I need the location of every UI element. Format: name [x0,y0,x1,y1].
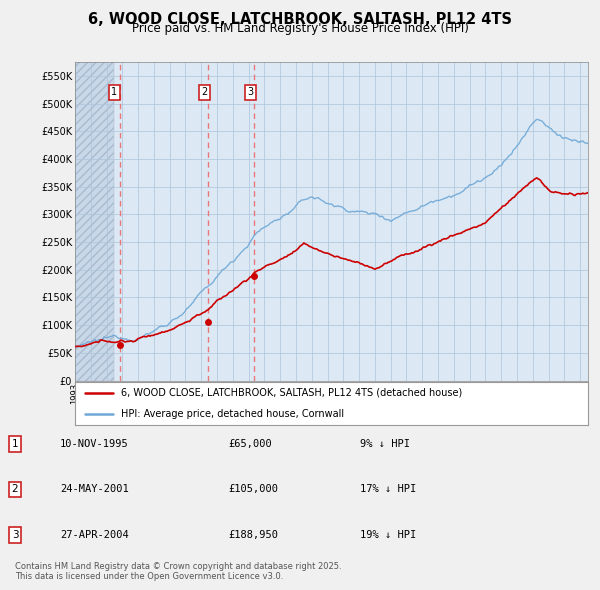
Text: 1: 1 [11,438,19,448]
Text: £65,000: £65,000 [228,438,272,448]
Text: 6, WOOD CLOSE, LATCHBROOK, SALTASH, PL12 4TS (detached house): 6, WOOD CLOSE, LATCHBROOK, SALTASH, PL12… [121,388,463,398]
Text: 3: 3 [247,87,253,97]
Text: Contains HM Land Registry data © Crown copyright and database right 2025.
This d: Contains HM Land Registry data © Crown c… [15,562,341,581]
Text: £105,000: £105,000 [228,484,278,494]
Text: 9% ↓ HPI: 9% ↓ HPI [360,438,410,448]
Text: Price paid vs. HM Land Registry's House Price Index (HPI): Price paid vs. HM Land Registry's House … [131,22,469,35]
Text: 2: 2 [202,87,208,97]
Text: 24-MAY-2001: 24-MAY-2001 [60,484,129,494]
Text: 1: 1 [112,87,118,97]
Text: £188,950: £188,950 [228,530,278,540]
Text: HPI: Average price, detached house, Cornwall: HPI: Average price, detached house, Corn… [121,409,344,419]
Text: 10-NOV-1995: 10-NOV-1995 [60,438,129,448]
Text: 19% ↓ HPI: 19% ↓ HPI [360,530,416,540]
Text: 6, WOOD CLOSE, LATCHBROOK, SALTASH, PL12 4TS: 6, WOOD CLOSE, LATCHBROOK, SALTASH, PL12… [88,12,512,27]
Text: 3: 3 [11,530,19,540]
Text: 2: 2 [11,484,19,494]
Text: 27-APR-2004: 27-APR-2004 [60,530,129,540]
Text: 17% ↓ HPI: 17% ↓ HPI [360,484,416,494]
